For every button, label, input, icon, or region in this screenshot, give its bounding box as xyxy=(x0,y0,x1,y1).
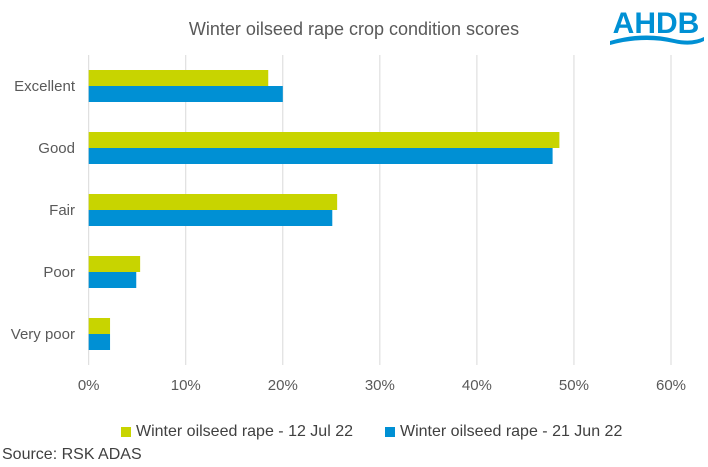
bar-jul xyxy=(88,194,338,210)
bar-jun xyxy=(88,210,333,226)
category-label: Excellent xyxy=(14,78,76,95)
bar-jun xyxy=(88,272,137,288)
category-label: Good xyxy=(38,140,75,157)
x-tick-label: 40% xyxy=(462,377,492,394)
x-tick-label: 10% xyxy=(171,377,201,394)
category-label: Fair xyxy=(49,202,75,219)
category-label: Very poor xyxy=(11,326,75,343)
x-tick-label: 60% xyxy=(656,377,686,394)
bar-jul xyxy=(88,256,141,272)
bar-jul xyxy=(88,318,111,334)
chart-title: Winter oilseed rape crop condition score… xyxy=(188,19,520,39)
bar-jun xyxy=(88,148,553,164)
legend-item-jul: Winter oilseed rape - 12 Jul 22 xyxy=(121,423,353,441)
legend-item-jun: Winter oilseed rape - 21 Jun 22 xyxy=(385,423,622,441)
bar-jul xyxy=(88,132,560,148)
x-tick-label: 30% xyxy=(365,377,395,394)
legend-label: Winter oilseed rape - 12 Jul 22 xyxy=(136,423,353,440)
ahdb-logo: AHDB xyxy=(610,7,704,45)
legend-swatch xyxy=(121,427,131,437)
bar-chart: 0% 10% 20% 30% 40% 50% 60% Excellent Good Fair Poo… xyxy=(11,55,686,394)
source-note: Source: RSK ADAS xyxy=(2,446,142,463)
bar-jun xyxy=(88,86,283,102)
legend-swatch xyxy=(385,427,395,437)
bar-jun xyxy=(88,334,111,350)
bar-jul xyxy=(88,70,269,86)
category-label: Poor xyxy=(43,264,75,281)
x-tick-label: 20% xyxy=(268,377,298,394)
svg-text:AHDB: AHDB xyxy=(613,7,700,40)
legend-label: Winter oilseed rape - 21 Jun 22 xyxy=(400,423,623,440)
x-tick-label: 50% xyxy=(559,377,589,394)
x-tick-label: 0% xyxy=(78,377,100,394)
